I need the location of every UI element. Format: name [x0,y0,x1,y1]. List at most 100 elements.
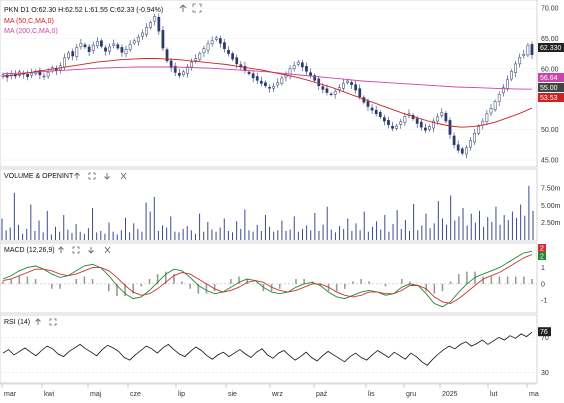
price-y-tick: 70.00 [541,6,559,13]
down-arrow-icon[interactable] [104,173,110,180]
up-arrow-icon[interactable] [58,246,64,253]
close-icon[interactable] [120,172,127,180]
candle-body [465,147,468,155]
candle-body [218,38,222,44]
x-tick-label: cze [130,391,141,398]
rsi-axis-ticks: 70 30 [541,335,549,377]
candle-body [296,61,300,65]
price-toolbar [179,3,202,13]
volume-toolbar [74,172,127,180]
macd-y-tick: -1 [541,298,547,305]
price-y-tick: 60.00 [541,66,559,73]
up-arrow-icon[interactable] [74,172,80,179]
candle-body [292,65,296,70]
candle-body [264,82,267,87]
x-tick-label: maj [90,391,102,398]
rsi-value-text: 76 [540,329,548,336]
candle-body [501,87,505,94]
candle-body [95,41,99,47]
candle-body [378,112,382,118]
candle-body [141,32,144,37]
price-label: 56.64 [538,73,564,82]
fullscreen-icon[interactable] [192,3,202,13]
candle-body [325,88,329,93]
candle-body [75,47,79,58]
up-arrow-icon[interactable] [179,4,187,12]
candle-body [30,72,34,76]
macd-y-tick: 1 [541,265,545,272]
candle-body [132,40,136,44]
macd-title: MACD (12,26,9) [4,247,55,254]
rsi-toolbar [35,318,57,326]
svg-text:55.00: 55.00 [540,85,558,92]
candle-body [63,57,66,68]
ma200-line [2,66,533,90]
candle-body [272,86,276,89]
candle-body [485,113,489,123]
candle-body [456,144,460,151]
macd-signal-line [2,254,533,304]
candle-body [399,121,403,125]
candle-body [161,30,165,49]
candle-body [259,80,263,84]
svg-text:62.330: 62.330 [540,45,562,52]
candle-body [452,135,456,146]
candle-body [477,126,481,134]
up-arrow-icon[interactable] [35,318,41,325]
candle-body [255,76,259,81]
candle-body [460,148,464,154]
rsi-levels [0,337,537,373]
svg-text:2: 2 [540,246,544,253]
candle-body [190,61,194,68]
candle-body [415,118,419,124]
candle-body [124,49,128,55]
rsi-value-badge [538,327,551,337]
close-icon[interactable] [104,246,111,254]
candle-body [214,37,218,40]
candle-body [182,71,185,76]
fullscreen-icon[interactable] [49,318,57,326]
candle-body [391,125,394,129]
candle-body [157,16,161,32]
candle-body [432,120,435,129]
candle-body [251,73,255,79]
candle-body [120,47,124,53]
ma200-legend: MA (200,C,MA,0) [4,28,58,35]
volume-y-tick: 2.50m [541,220,561,227]
candle-body [100,40,103,47]
ma50-line [2,58,533,128]
volume-panel[interactable]: 7.50m 5.00m 2.50m VOLUME & OPENINT [0,168,561,242]
candle-body [186,66,189,74]
candle-body [370,107,374,111]
x-tick-label: sie [228,391,237,398]
rsi-panel[interactable]: 70 30 76 RSI (14) [0,314,551,384]
x-axis: mar kwi maj cze lip sie wrz paź lis gru 2025 lut ma [0,383,539,398]
x-tick-label: gru [406,391,416,398]
candle-body [112,43,116,46]
candle-body [87,46,91,53]
macd-badges: 22 [538,244,546,261]
price-y-tick: 65.00 [541,36,559,43]
volume-title: VOLUME & OPENINT [4,173,74,180]
macd-badge: 2 [538,244,546,253]
macd-panel[interactable]: 2 1 0 -1 22 MACD (12,26,9) [0,242,547,314]
candle-body [231,53,235,60]
macd-badge: 2 [538,252,546,261]
candle-body [210,40,214,45]
candle-body [42,75,46,78]
rsi-y-tick: 70 [541,335,549,342]
price-panel[interactable]: 70.00 65.00 60.00 55.00 50.00 45.00 62.330 56.… [0,0,564,168]
fullscreen-icon[interactable] [88,172,96,180]
candle-body [395,125,399,129]
macd-y-tick: 0 [541,281,545,288]
candle-body [489,108,493,114]
candle-body [440,112,444,116]
down-arrow-icon[interactable] [88,247,94,254]
candle-body [358,88,362,98]
fullscreen-icon[interactable] [72,246,80,254]
candle-body [506,79,509,89]
candle-body [317,78,321,87]
candle-body [223,42,226,49]
price-candles [1,13,534,159]
